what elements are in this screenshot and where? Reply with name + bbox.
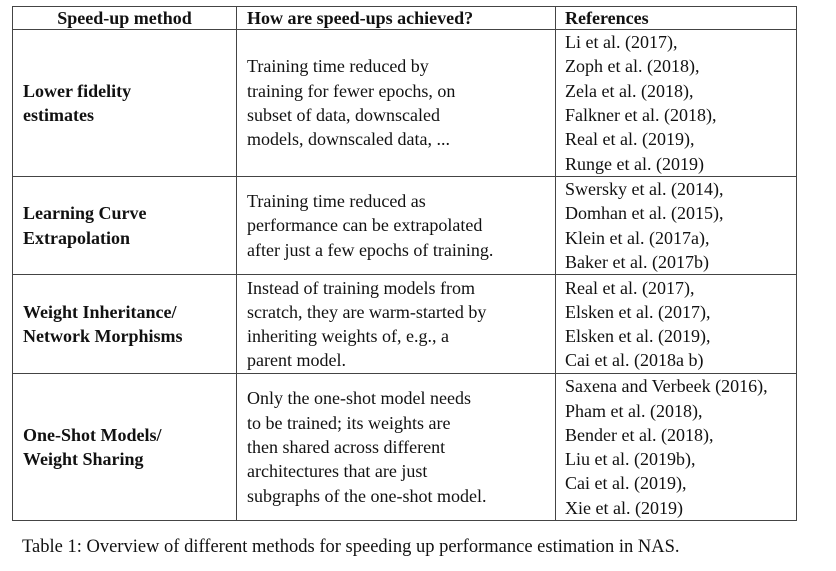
table-header-row: Speed-up method How are speed-ups achiev…: [12, 6, 797, 30]
table-caption: Table 1: Overview of different methods f…: [22, 537, 680, 557]
reference-citation: Zoph et al. (2018),: [565, 56, 700, 77]
reference-citation: Zela et al. (2018),: [565, 80, 694, 101]
reference-citation: Pham et al. (2018),: [565, 400, 703, 421]
references-cell: Saxena and Verbeek (2016), Pham et al. (…: [555, 373, 797, 522]
how-cell: Training time reduced by training for fe…: [236, 29, 556, 177]
header-speedup-method: Speed-up method: [12, 6, 237, 30]
reference-citation: Domhan et al. (2015),: [565, 203, 724, 224]
method-line: Lower fidelity: [23, 80, 132, 101]
reference-citation: Falkner et al. (2018),: [565, 105, 717, 125]
how-line: subset of data, downscaled: [247, 105, 440, 125]
how-line: after just a few epochs of training.: [247, 239, 494, 260]
references-cell: Li et al. (2017), Zoph et al. (2018), Ze…: [555, 29, 797, 177]
how-line: to be trained; its weights are: [247, 412, 451, 433]
reference-citation: Cai et al. (2018a b): [565, 350, 704, 371]
reference-citation: Elsken et al. (2017),: [565, 301, 711, 322]
reference-citation: Swersky et al. (2014),: [565, 179, 724, 199]
how-cell: Instead of training models from scratch,…: [236, 274, 556, 375]
method-cell: Learning Curve Extrapolation: [12, 175, 237, 276]
how-line: then shared across different: [247, 437, 446, 458]
table-row: Learning Curve Extrapolation Training ti…: [12, 175, 797, 276]
reference-citation: Klein et al. (2017a),: [565, 227, 710, 248]
reference-citation: Xie et al. (2019): [565, 497, 683, 518]
speedup-methods-table: Speed-up method How are speed-ups achiev…: [12, 6, 797, 522]
how-line: parent model.: [247, 350, 346, 371]
method-cell: One-Shot Models/ Weight Sharing: [12, 373, 237, 522]
header-how-achieved: How are speed-ups achieved?: [236, 6, 556, 30]
reference-citation: Real et al. (2017),: [565, 277, 695, 298]
table-row: Weight Inheritance/ Network Morphisms In…: [12, 274, 797, 375]
how-line: Training time reduced by: [247, 56, 429, 77]
how-line: scratch, they are warm-started by: [247, 301, 487, 322]
how-line: Training time reduced as: [247, 191, 426, 212]
table-row: One-Shot Models/ Weight Sharing Only the…: [12, 373, 797, 522]
how-line: performance can be extrapolated: [247, 215, 483, 236]
method-line: Extrapolation: [23, 227, 131, 248]
references-cell: Swersky et al. (2014), Domhan et al. (20…: [555, 175, 797, 276]
reference-citation: Runge et al. (2019): [565, 153, 704, 174]
method-line: Learning Curve: [23, 203, 147, 224]
how-line: architectures that are just: [247, 461, 428, 482]
method-line: estimates: [23, 105, 94, 125]
method-line: Weight Sharing: [23, 449, 144, 470]
how-line: inheriting weights of, e.g., a: [247, 326, 449, 347]
reference-citation: Liu et al. (2019b),: [565, 449, 696, 470]
reference-citation: Li et al. (2017),: [565, 32, 678, 53]
method-cell: Lower fidelity estimates: [12, 29, 237, 177]
how-line: subgraphs of the one-shot model.: [247, 485, 487, 506]
how-line: models, downscaled data, ...: [247, 129, 450, 150]
reference-citation: Elsken et al. (2019),: [565, 326, 711, 347]
method-line: Weight Inheritance/: [23, 301, 177, 322]
reference-citation: Baker et al. (2017b): [565, 251, 709, 272]
how-line: training for fewer epochs, on: [247, 80, 456, 101]
how-line: Only the one-shot model needs: [247, 388, 471, 409]
how-cell: Training time reduced as performance can…: [236, 175, 556, 276]
method-line: Network Morphisms: [23, 326, 183, 347]
header-references: References: [555, 6, 797, 30]
reference-citation: Bender et al. (2018),: [565, 424, 714, 445]
method-cell: Weight Inheritance/ Network Morphisms: [12, 274, 237, 375]
reference-citation: Real et al. (2019),: [565, 129, 695, 150]
how-cell: Only the one-shot model needs to be trai…: [236, 373, 556, 522]
method-line: One-Shot Models/: [23, 424, 162, 445]
table-row: Lower fidelity estimates Training time r…: [12, 29, 797, 177]
references-cell: Real et al. (2017), Elsken et al. (2017)…: [555, 274, 797, 375]
reference-citation: Cai et al. (2019),: [565, 473, 687, 494]
reference-citation: Saxena and Verbeek (2016),: [565, 376, 768, 397]
how-line: Instead of training models from: [247, 277, 475, 298]
